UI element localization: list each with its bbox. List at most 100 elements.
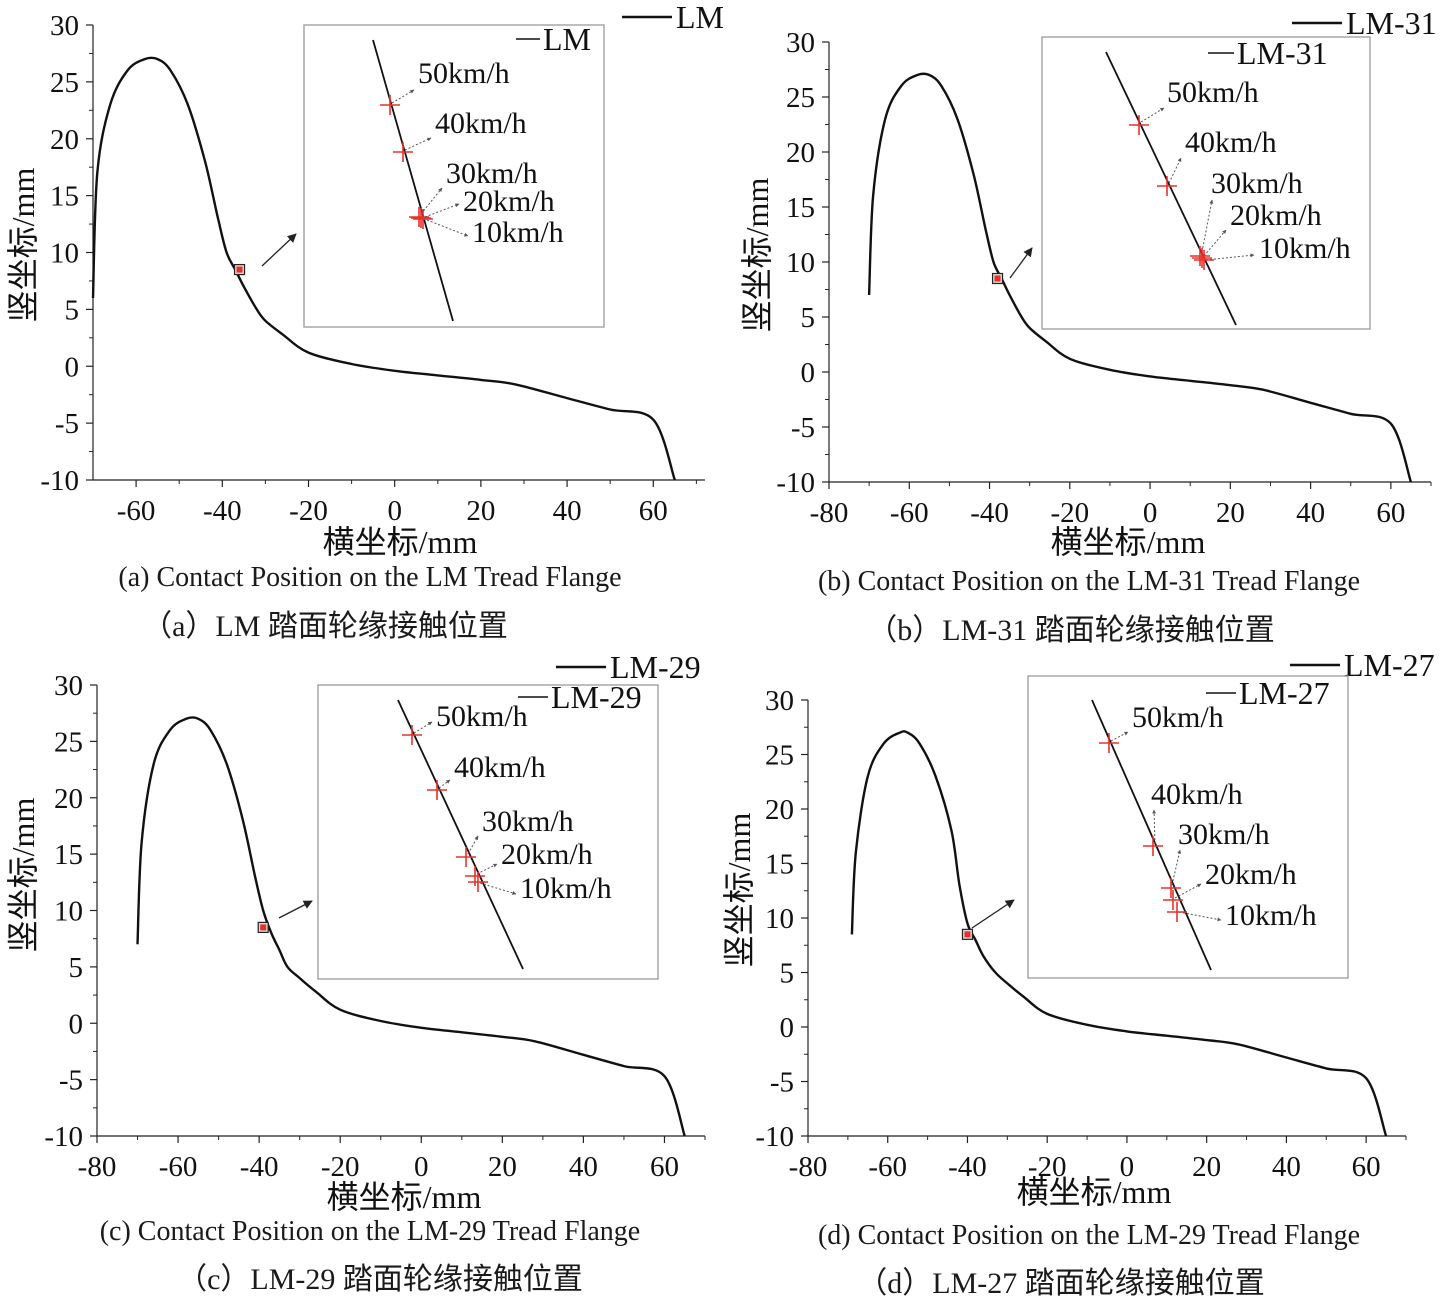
- contact-point-core: [260, 924, 267, 931]
- profile-line: [136, 716, 686, 1137]
- y-tick-label: 25: [765, 740, 794, 772]
- y-tick-label: 30: [765, 685, 794, 717]
- speed-label: 40km/h: [1185, 126, 1277, 159]
- inset-frame: [317, 684, 659, 980]
- y-tick-label: -5: [770, 1067, 794, 1099]
- speed-leader: [476, 863, 498, 875]
- y-tick-label: 0: [65, 351, 80, 383]
- y-tick-label: 30: [786, 27, 815, 59]
- y-tick-label: 15: [786, 192, 815, 224]
- y-tick-label: 10: [786, 247, 815, 279]
- x-tick-label: 20: [466, 495, 495, 527]
- x-tick-label: 20: [488, 1151, 517, 1183]
- y-tick-label: 0: [801, 357, 816, 389]
- y-tick-label: 10: [765, 903, 794, 935]
- inset-legend-label: LM: [543, 21, 591, 57]
- y-tick-label: 30: [54, 670, 83, 702]
- x-tick-label: -20: [1050, 497, 1089, 529]
- speed-leader: [1168, 157, 1182, 184]
- x-tick-label: -60: [117, 495, 156, 527]
- speed-leader: [426, 219, 469, 237]
- y-tick-label: 20: [50, 124, 79, 156]
- chart-c: 30 25 20 15 10 5 0 -5 -10-80 -60 -40 -20 0 20 40 60 横坐标/…: [5, 649, 706, 1215]
- y-tick-label: -5: [791, 412, 815, 444]
- speed-label: 50km/h: [1167, 76, 1259, 109]
- speed-label: 20km/h: [501, 838, 593, 871]
- profile-line: [850, 730, 1388, 1137]
- speed-label: 10km/h: [472, 216, 564, 249]
- y-tick-label: 5: [801, 302, 816, 334]
- x-tick-label: 0: [387, 495, 402, 527]
- caption-cn-d: （d）LM-27 踏面轮缘接触位置: [857, 1267, 1265, 1300]
- speed-leader: [1110, 731, 1129, 742]
- speed-label: 50km/h: [436, 700, 528, 733]
- y-tick-label: 15: [765, 849, 794, 881]
- y-tick-label: -10: [755, 1121, 794, 1153]
- x-tick-label: -80: [789, 1151, 828, 1183]
- y-axis-label: 竖坐标/mm: [739, 178, 775, 333]
- inset-frame: [303, 24, 605, 328]
- caption-en-b: (b) Contact Position on the LM-31 Tread …: [817, 566, 1361, 597]
- zoom-arrow: [1009, 247, 1033, 279]
- x-axis-label: 横坐标/mm: [323, 524, 478, 560]
- inset-profile-line: [1105, 51, 1237, 326]
- y-tick-label: 20: [54, 783, 83, 815]
- x-tick-label: -80: [78, 1151, 117, 1183]
- x-tick-label: -40: [970, 497, 1009, 529]
- speed-leader: [420, 187, 443, 215]
- speed-label: 20km/h: [1230, 199, 1322, 232]
- caption-en-c: (c) Contact Position on the LM-29 Tread …: [99, 1216, 641, 1247]
- y-tick-label: 10: [50, 238, 79, 270]
- zoom-arrow: [278, 900, 313, 919]
- speed-label: 30km/h: [482, 805, 574, 838]
- profile-line: [91, 56, 676, 481]
- x-axis-label: 横坐标/mm: [1017, 1174, 1172, 1210]
- speed-leader: [1178, 911, 1222, 922]
- x-tick-label: 40: [553, 495, 582, 527]
- chart-panel-b: 30 25 20 15 10 5 0 -5 -10 -80 -60 -40 -20 0 20 40 60 横坐标/…: [726, 0, 1452, 566]
- chart-b: 30 25 20 15 10 5 0 -5 -10-80 -60 -40 -20 0 20 40 60 横坐标/…: [739, 5, 1437, 560]
- speed-label: 30km/h: [446, 157, 538, 190]
- chart-d: 30 25 20 15 10 5 0 -5 -10-80 -60 -40 -20 0 20 40 60 横坐标/…: [721, 647, 1435, 1210]
- legend-label: LM-29: [610, 649, 701, 685]
- contact-point-core: [994, 275, 1001, 282]
- y-tick-label: -5: [55, 408, 79, 440]
- inset-profile-line: [1091, 699, 1212, 971]
- inset-legend-label: LM-31: [1237, 35, 1328, 71]
- y-tick-label: 15: [50, 181, 79, 213]
- x-tick-label: 0: [414, 1151, 429, 1183]
- x-tick-label: 60: [1376, 497, 1405, 529]
- x-tick-label: 40: [569, 1151, 598, 1183]
- speed-leader: [413, 721, 433, 734]
- y-tick-label: 20: [786, 137, 815, 169]
- caption-en-d: (d) Contact Position on the LM-29 Tread …: [817, 1220, 1361, 1251]
- x-tick-label: 20: [1192, 1151, 1221, 1183]
- legend-label: LM-27: [1344, 647, 1435, 683]
- x-tick-label: -20: [1028, 1151, 1067, 1183]
- speed-leader: [1203, 229, 1227, 257]
- speed-label: 20km/h: [463, 185, 555, 218]
- chart-panel-c: 30 25 20 15 10 5 0 -5 -10 -80 -60 -40 -20 0 20 40 60 横坐标/…: [0, 649, 726, 1216]
- speed-label: 30km/h: [1211, 167, 1303, 200]
- chart-panel-a: 30 25 20 15 10 5 0 -5 -10 -60 -40 -20 0 20 40 60 横坐标/mm 竖…: [0, 0, 726, 566]
- y-tick-label: 0: [69, 1008, 84, 1040]
- y-tick-label: 10: [54, 896, 83, 928]
- inset-profile-line: [397, 699, 524, 970]
- x-tick-label: 60: [1352, 1151, 1381, 1183]
- y-tick-label: 25: [50, 67, 79, 99]
- x-tick-label: -40: [240, 1151, 279, 1183]
- y-tick-label: 5: [780, 958, 795, 990]
- zoom-arrow: [261, 233, 297, 267]
- x-tick-label: -60: [890, 497, 929, 529]
- profile-line: [867, 72, 1413, 483]
- y-tick-label: -10: [40, 465, 79, 497]
- speed-label: 10km/h: [520, 872, 612, 905]
- y-axis-label: 竖坐标/mm: [5, 798, 41, 953]
- y-tick-label: -10: [776, 467, 815, 499]
- speed-label: 20km/h: [1205, 858, 1297, 891]
- contact-point-core: [236, 266, 243, 273]
- x-tick-label: -20: [289, 495, 328, 527]
- x-tick-label: -20: [321, 1151, 360, 1183]
- x-tick-label: -60: [159, 1151, 198, 1183]
- y-tick-label: 15: [54, 839, 83, 871]
